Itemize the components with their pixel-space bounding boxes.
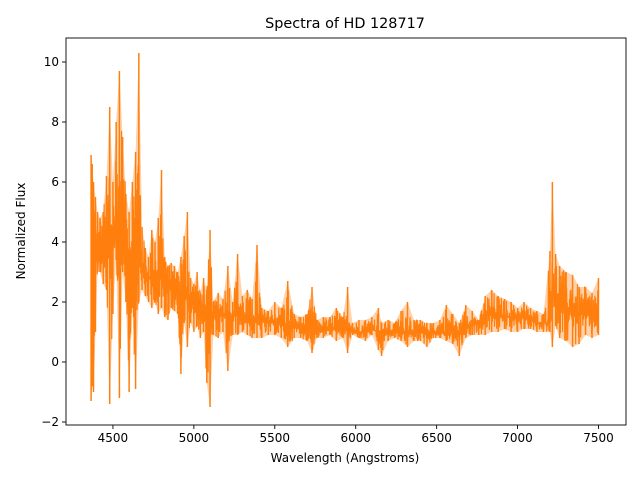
y-tick-label: 0 xyxy=(51,355,59,369)
spectrum-line xyxy=(90,130,600,387)
y-tick-label: 8 xyxy=(51,115,59,129)
y-axis-ticks: −2 0 2 4 6 8 10 xyxy=(41,55,66,429)
chart-title: Spectra of HD 128717 xyxy=(265,16,425,32)
y-tick-label: 10 xyxy=(44,55,59,69)
series-layer xyxy=(90,53,600,407)
x-tick-label: 6500 xyxy=(421,431,452,445)
x-axis-ticks: 4500 5000 5500 6000 6500 7000 7500 xyxy=(98,425,614,445)
x-tick-label: 5500 xyxy=(260,431,291,445)
x-tick-label: 4500 xyxy=(98,431,129,445)
y-tick-label: 6 xyxy=(51,175,59,189)
y-tick-label: 4 xyxy=(51,235,59,249)
plot-area xyxy=(90,53,600,407)
y-axis-label: Normalized Flux xyxy=(14,183,28,280)
y-tick-label: 2 xyxy=(51,295,59,309)
x-tick-label: 6000 xyxy=(340,431,371,445)
x-tick-label: 7000 xyxy=(502,431,533,445)
y-tick-label: −2 xyxy=(41,415,59,429)
x-tick-label: 5000 xyxy=(179,431,210,445)
x-tick-label: 7500 xyxy=(583,431,614,445)
x-axis-label: Wavelength (Angstroms) xyxy=(271,451,420,465)
plot-frame xyxy=(65,37,627,426)
